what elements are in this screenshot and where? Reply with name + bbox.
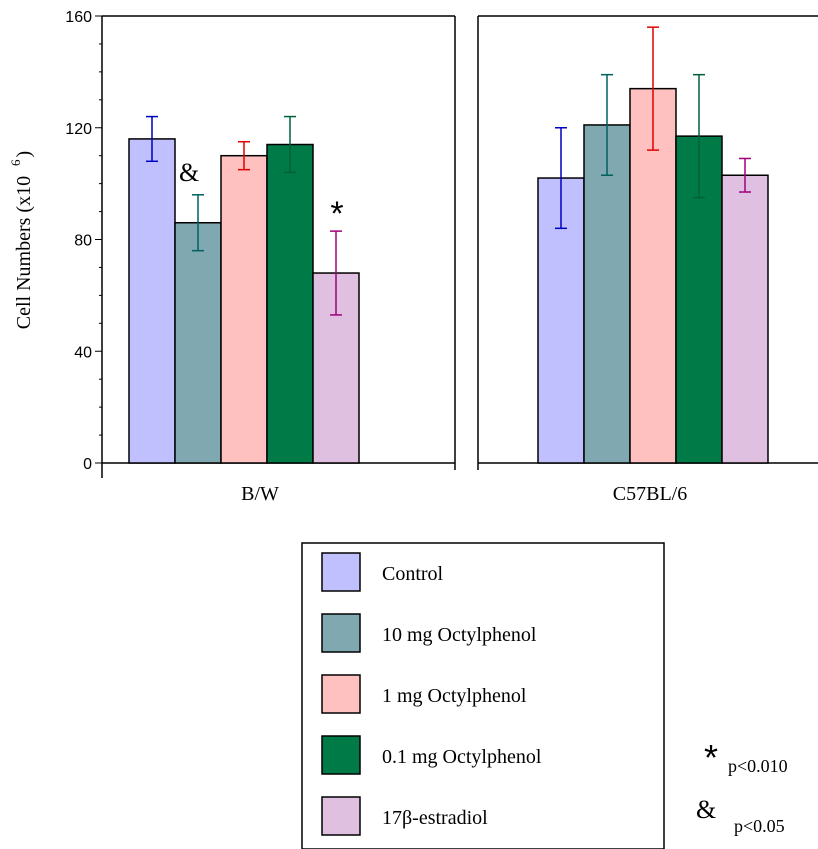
significance-mark: * (330, 195, 343, 233)
bar (128, 138, 176, 464)
bar (220, 154, 268, 464)
legend-swatch (321, 552, 361, 592)
y-tick-label: 0 (83, 456, 92, 473)
bar (266, 143, 314, 464)
significance-note: * p<0.010 & p<0.05 (696, 737, 788, 836)
significance-symbol-star: * (704, 737, 718, 778)
legend-label: 0.1 mg Octylphenol (382, 746, 542, 768)
significance-text-star: p<0.010 (728, 756, 788, 776)
panel-label-c57bl6: C57BL/6 (613, 483, 687, 505)
panel-bw: &* (102, 15, 456, 470)
legend-label: 17β-estradiol (382, 807, 488, 829)
bar (174, 221, 222, 464)
significance-symbol-amp: & (696, 795, 716, 824)
y-tick-label: 160 (65, 9, 92, 26)
y-axis: 0 40 80 120 160 (65, 9, 103, 478)
legend-swatch (321, 735, 361, 775)
legend-swatch (321, 613, 361, 653)
legend: Control 10 mg Octylphenol 1 mg Octylphenol… (301, 542, 665, 849)
legend-label: 1 mg Octylphenol (382, 685, 527, 707)
legend-label: Control (382, 563, 444, 585)
legend-swatch (321, 796, 361, 836)
panel-c57bl6 (477, 15, 818, 470)
y-tick-label: 40 (74, 344, 92, 361)
significance-mark: & (179, 158, 199, 187)
significance-text-amp: p<0.05 (734, 816, 785, 836)
panel-label-bw: B/W (241, 483, 279, 505)
svg-text:Cell Numbers (x106): Cell Numbers (x106) (8, 151, 35, 329)
y-tick-label: 120 (65, 121, 92, 138)
legend-frame (301, 542, 665, 849)
bar (629, 87, 677, 464)
y-axis-label: Cell Numbers (x106) (8, 151, 35, 329)
legend-label: 10 mg Octylphenol (382, 624, 537, 646)
y-tick-label: 80 (74, 233, 92, 250)
bar (721, 174, 769, 464)
legend-swatch (321, 674, 361, 714)
